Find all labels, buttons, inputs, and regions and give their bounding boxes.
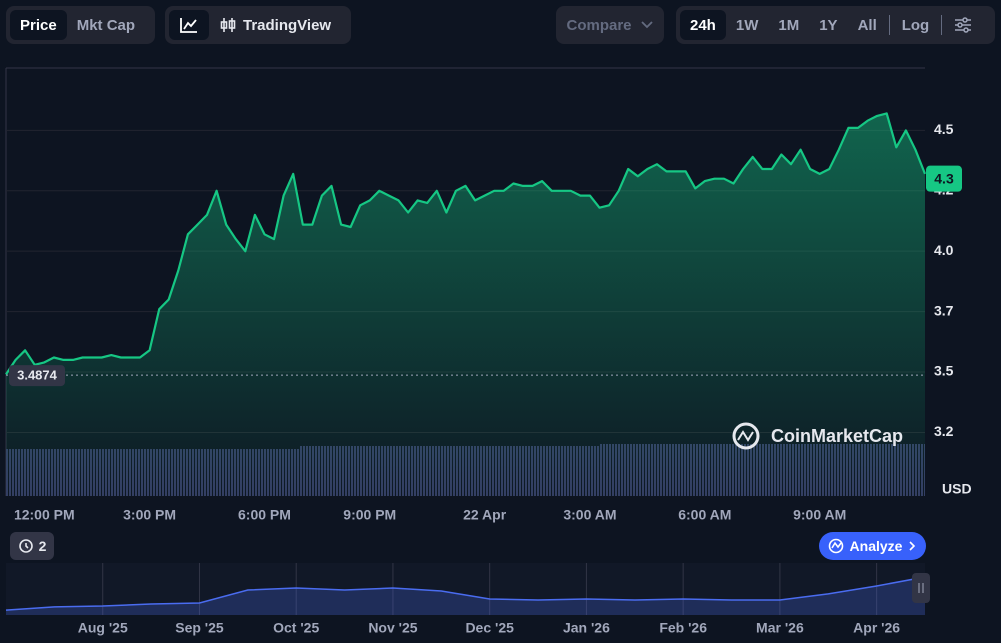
x-tick-label: 9:00 PM: [343, 507, 396, 523]
x-tick-label: Apr '26: [853, 620, 900, 636]
x-tick-label: Sep '25: [175, 620, 224, 636]
view-tabs: Price Mkt Cap: [6, 6, 155, 44]
watermark-text: CoinMarketCap: [771, 426, 903, 446]
separator: [941, 15, 943, 35]
tradingview-label: TradingView: [243, 16, 332, 34]
x-tick-label: Nov '25: [368, 620, 417, 636]
settings[interactable]: [944, 10, 982, 40]
range-24h[interactable]: 24h: [680, 10, 726, 40]
x-tick-label: 6:00 AM: [678, 507, 731, 523]
history-count: 2: [38, 538, 47, 554]
analyze-button[interactable]: Analyze: [819, 532, 926, 560]
log-toggle[interactable]: Log: [901, 16, 930, 34]
range-tabs: 24h 1W 1M 1Y All Log: [676, 6, 995, 44]
tradingview[interactable]: TradingView: [209, 10, 341, 40]
line-mode[interactable]: [169, 10, 209, 40]
x-tick-label: 3:00 PM: [123, 507, 176, 523]
analyze-label: Analyze: [849, 538, 903, 554]
y-tick-label: 4.5: [934, 121, 954, 137]
last-price-tag: [926, 165, 962, 192]
x-tick-label: Jan '26: [563, 620, 610, 636]
navigator-bg: [6, 563, 925, 615]
navigator-handle[interactable]: [912, 573, 930, 603]
range-1y[interactable]: 1Y: [819, 16, 838, 34]
x-tick-label: 6:00 PM: [238, 507, 291, 523]
range-1m[interactable]: 1M: [778, 16, 800, 34]
last-price-label: 4.3: [934, 170, 954, 186]
navigator-line: [5, 576, 926, 611]
y-tick-label: 4.0: [934, 242, 954, 258]
x-tick-label: 22 Apr: [463, 507, 507, 523]
y-tick-label: 3.2: [934, 423, 954, 439]
watermark: CoinMarketCap: [732, 422, 903, 450]
tab-price[interactable]: Price: [10, 10, 67, 40]
navigator-area: [6, 577, 925, 615]
x-tick-label: Feb '26: [659, 620, 707, 636]
x-tick-label: Dec '25: [465, 620, 514, 636]
history-badge[interactable]: 2: [10, 532, 54, 560]
x-tick-label: Mar '26: [756, 620, 804, 636]
x-tick-label: 12:00 PM: [14, 507, 75, 523]
y-tick-label: 3.7: [934, 302, 954, 318]
compare-label: Compare: [566, 16, 632, 34]
y-tick-label: 3.5: [934, 363, 954, 379]
price-area: [6, 113, 925, 497]
x-tick-label: 9:00 AM: [793, 507, 846, 523]
range-all[interactable]: All: [857, 16, 877, 34]
reference-label: 3.4874: [17, 368, 58, 383]
x-tick-label: 3:00 AM: [563, 507, 616, 523]
compare[interactable]: Compare: [556, 6, 664, 44]
x-tick-label: Oct '25: [273, 620, 319, 636]
y-unit: USD: [942, 481, 972, 497]
tab-mktcap[interactable]: Mkt Cap: [76, 16, 136, 34]
range-1w[interactable]: 1W: [735, 16, 759, 34]
reference-tag: [9, 365, 65, 387]
chart-mode: TradingView: [165, 6, 351, 44]
separator: [888, 15, 890, 35]
price-line: [5, 112, 927, 376]
x-tick-label: Aug '25: [78, 620, 128, 636]
